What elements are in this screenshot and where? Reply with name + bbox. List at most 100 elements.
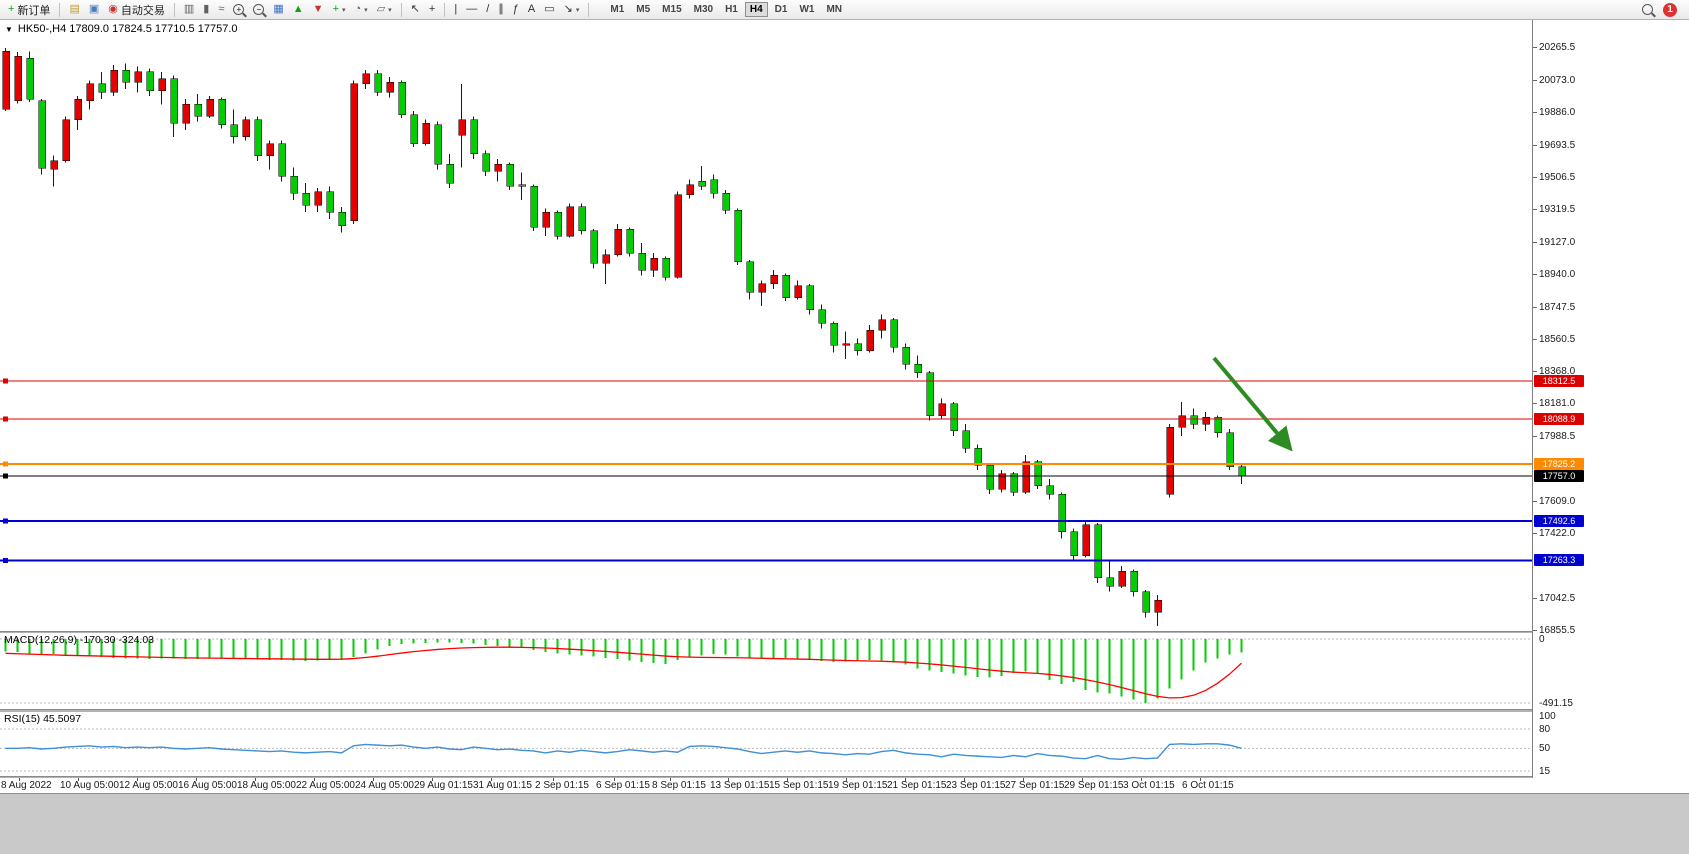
new-order-button[interactable]: + 新订单 [4,1,54,19]
arrows-button[interactable]: ↘ ▾ [560,1,584,19]
crosshair-button[interactable]: + [425,1,439,19]
indicators-down-button[interactable]: ▼ [309,1,328,19]
timeframe-m5-button[interactable]: M5 [631,2,655,17]
time-axis-tick [491,778,492,781]
hline-handle[interactable] [3,557,8,563]
trend-arrow-annotation[interactable] [1212,356,1293,452]
rsi-panel[interactable] [0,712,1532,776]
text-icon: A [527,3,536,15]
period-icon: ◔ [354,3,362,15]
zoom-out-button[interactable]: − [249,1,268,19]
collapse-icon[interactable]: ▼ [5,24,13,34]
timeframe-w1-button[interactable]: W1 [794,2,819,17]
macd-histogram [4,639,1243,703]
arrows-icon: ↘ [563,3,573,15]
price-axis-tick [1533,306,1537,308]
zoom-out-icon: − [253,4,265,15]
tile-windows-button[interactable]: ▦ [269,1,287,19]
hline-price-tag: 17825.2 [1534,458,1584,471]
candles-view-button[interactable]: ▮ [199,1,213,19]
label-icon: ▭ [544,3,555,15]
time-axis-tick [196,778,197,781]
macd-panel[interactable] [0,633,1532,709]
caret-down-icon: ▾ [364,6,368,14]
panel-separator[interactable] [0,631,1689,633]
vertical-line-button[interactable]: | [450,1,461,19]
add-indicator-button[interactable]: + ▾ [329,1,350,19]
price-axis-label: 16855.5 [1539,625,1576,636]
horizontal-line-button[interactable]: — [462,1,481,19]
chart-title: ▼ HK50-,H4 17809.0 17824.5 17710.5 17757… [5,23,238,35]
tile-windows-icon: ▦ [273,3,284,15]
time-axis-label: 8 Aug 2022 [1,780,52,791]
price-axis-tick [1533,79,1537,81]
indicators-up-button[interactable]: ▲ [289,1,308,19]
cursor-button[interactable]: ↖ [407,1,424,19]
price-axis-tick [1533,47,1537,48]
bars-view-button[interactable]: ▥ [180,1,198,19]
trendline-button[interactable]: / [482,1,493,19]
time-axis-tick [373,778,374,781]
macd-label: MACD(12,26,9) -170.30 -324.03 [4,634,154,646]
price-axis-label: 18940.0 [1539,268,1576,280]
time-axis-label: 15 Sep 01:15 [769,780,829,791]
label-button[interactable]: ▭ [540,1,558,19]
line-view-button[interactable]: ≈ [214,1,228,19]
price-axis-label: 20265.5 [1539,42,1576,53]
timeframe-m30-button[interactable]: M30 [689,2,718,17]
time-axis-tick [728,778,729,781]
timeframe-h1-button[interactable]: H1 [720,2,743,17]
indicators-up-icon: ▲ [292,3,304,15]
rsi-axis-label: 80 [1539,723,1551,735]
add-indicator-icon: + [332,3,339,15]
timeframe-mn-button[interactable]: MN [821,2,847,17]
templates-button[interactable]: ▱ ▾ [373,1,396,19]
zoom-in-button[interactable]: + [229,1,248,19]
rsi-axis-label: 50 [1539,743,1551,755]
panel-separator[interactable] [0,709,1689,712]
timeframe-m1-button[interactable]: M1 [605,2,629,17]
timeframe-m15-button[interactable]: M15 [657,2,686,17]
price-axis-label: 17609.0 [1539,496,1576,508]
period-button[interactable]: ◔ ▾ [351,1,372,19]
hline-handle[interactable] [3,518,8,524]
timeframe-h4-button[interactable]: H4 [744,2,768,17]
time-axis-tick [553,778,554,781]
time-axis-tick [78,778,79,781]
panel-separator[interactable] [0,776,1689,778]
autotrade-button[interactable]: ◉ 自动交易 [104,1,169,19]
time-axis-tick [255,778,256,781]
hline-handle[interactable] [3,416,8,422]
price-axis-label: 18560.5 [1539,333,1576,345]
chart-title-text: HK50-,H4 17809.0 17824.5 17710.5 17757.0 [17,23,238,35]
time-axis[interactable]: 8 Aug 2022 10 Aug 05:00 12 Aug 05:00 16 Aug… [0,778,1689,793]
timeframe-d1-button[interactable]: D1 [770,2,793,17]
rsi-label: RSI(15) 45.5097 [4,713,82,725]
toolbar-buttons: + 新订单 ▤ ▣ ◉ 自动交易 ▥ ▮ ≈ + − ▦ ▲ ▼ + ▾ ◔ ▾ ▱ ▾ ↖ + | — / ∥ ƒ A ▭ ↘ ▾ [4,1,593,19]
price-chart-canvas[interactable] [0,20,1532,631]
profiles-button[interactable]: ▣ [85,1,103,19]
fibonacci-button[interactable]: ƒ [509,1,523,19]
candles-layer [2,47,1246,626]
notification-badge[interactable]: 1 [1663,2,1677,17]
time-axis-tick [670,778,671,781]
caret-down-icon: ▾ [575,6,580,14]
hline-handle[interactable] [3,378,8,384]
hline-handle[interactable] [3,461,8,467]
search-icon[interactable] [1642,4,1653,15]
text-button[interactable]: A [524,1,539,19]
price-axis[interactable]: 18312.5 18088.9 17825.2 17757.0 17492.6 17263… [1532,20,1689,778]
price-axis-label: 17422.0 [1539,528,1576,540]
hline-handle[interactable] [3,473,8,479]
charts-toolbar-button[interactable]: ▤ [65,1,83,19]
rsi-axis-label: 15 [1539,766,1551,777]
timeframe-toolbar: M1 M5 M15 M30 H1 H4 D1 W1 MN [605,2,847,17]
chart-window: ▼ HK50-,H4 17809.0 17824.5 17710.5 17757… [0,20,1689,854]
channel-button[interactable]: ∥ [494,1,508,19]
time-axis-label: 21 Sep 01:15 [887,780,947,791]
price-axis-tick [1533,208,1537,210]
price-axis-label: 19693.5 [1539,139,1576,151]
hline-price-tag: 18088.9 [1534,413,1584,426]
separator-1 [59,2,61,17]
